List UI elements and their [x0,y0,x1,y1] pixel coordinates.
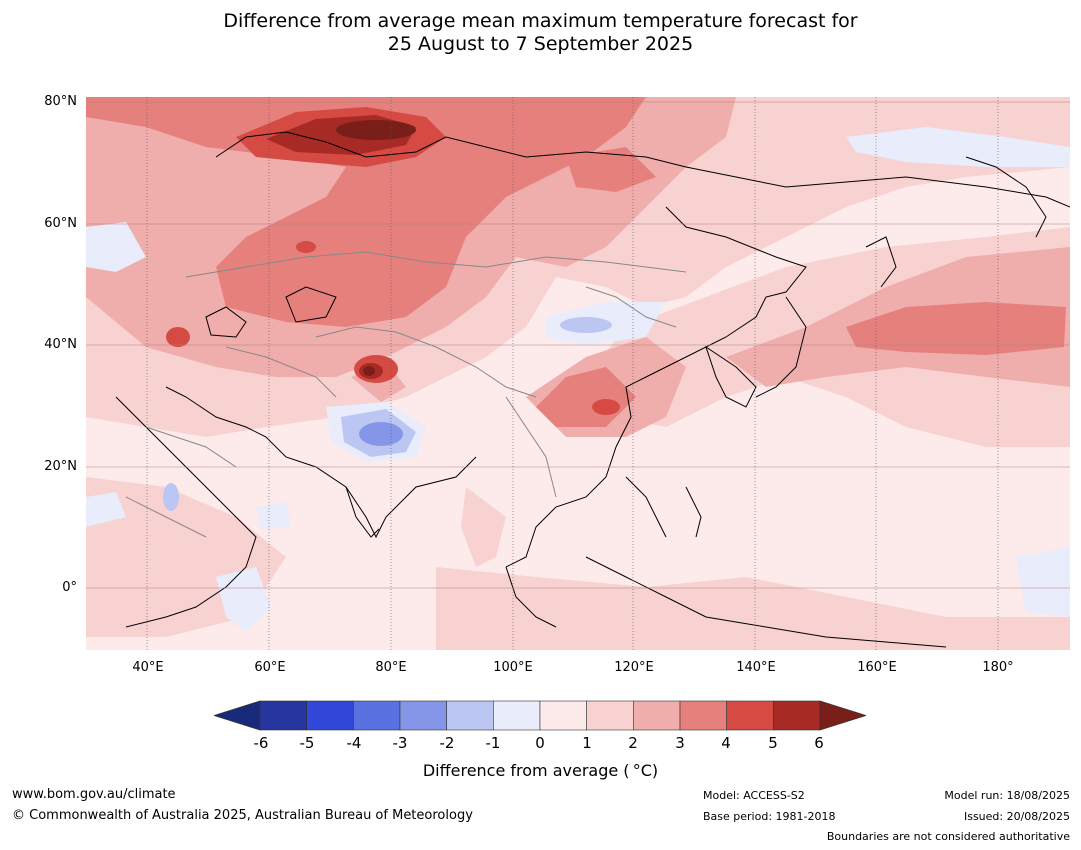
map-title: Difference from average mean maximum tem… [0,10,1081,56]
colorbar-segment [493,700,541,731]
colorbar-segment [306,700,354,731]
coastlines [115,131,1070,648]
anomaly-band-3-4 [86,97,1066,427]
model-text: Model: ACCESS-S2 [703,789,805,802]
latitude-gridlines [86,101,1070,589]
lon-label-60e: 60°E [254,660,286,675]
colorbar-segments [259,700,821,731]
colorbar-segment [446,700,494,731]
lat-label-60n: 60°N [44,216,77,231]
colorbar-segment [399,700,447,731]
colorbar-segment [539,700,587,731]
colorbar-tick: 4 [721,734,731,752]
lon-label-180: 180° [982,660,1014,675]
colorbar-tick: -4 [346,734,362,752]
colorbar-tick: -5 [299,734,315,752]
colorbar-segment [726,700,774,731]
colorbar-under-arrow [214,700,261,731]
colorbar-over-arrow [819,700,866,731]
colorbar-label: Difference from average ( °C) [422,761,659,780]
colorbar-tick: 1 [582,734,592,752]
copyright-text: © Commonwealth of Australia 2025, Austra… [12,808,473,823]
lon-label-40e: 40°E [132,660,164,675]
lat-label-40n: 40°N [44,337,77,352]
lon-label-80e: 80°E [375,660,407,675]
colorbar-tick: 3 [675,734,685,752]
colorbar-tick: 6 [814,734,824,752]
base-period-text: Base period: 1981-2018 [703,810,836,823]
anomaly-above-6 [336,120,416,376]
lon-label-120e: 120°E [614,660,654,675]
colorbar-segment [633,700,681,731]
lon-label-100e: 100°E [493,660,533,675]
country-borders [125,251,687,538]
colorbar-tick: 5 [768,734,778,752]
issued-text: Issued: 20/08/2025 [963,810,1070,823]
lat-label-0: 0° [62,580,77,595]
colorbar-segment [259,700,307,731]
colorbar [214,700,866,731]
website-link[interactable]: www.bom.gov.au/climate [12,787,176,802]
anomaly-band-minus3-minus2 [359,422,403,446]
lat-label-20n: 20°N [44,459,77,474]
colorbar-segment [353,700,401,731]
title-line-1: Difference from average mean maximum tem… [223,10,858,32]
title-line-2: 25 August to 7 September 2025 [387,33,694,55]
colorbar-tick: -1 [485,734,501,752]
map-canvas [86,97,1070,650]
colorbar-tick: 0 [535,734,545,752]
colorbar-segment [586,700,634,731]
disclaimer-text: Boundaries are not considered authoritat… [826,830,1070,843]
colorbar-segment [773,700,821,731]
lat-label-80n: 80°N [44,94,77,109]
forecast-map [86,97,1070,650]
lon-label-140e: 140°E [736,660,776,675]
colorbar-tick: -3 [392,734,408,752]
model-run-text: Model run: 18/08/2025 [944,789,1070,802]
longitude-gridlines [146,97,999,650]
colorbar-tick: 2 [628,734,638,752]
colorbar-segment [679,700,727,731]
lon-label-160e: 160°E [857,660,897,675]
colorbar-tick: -6 [253,734,269,752]
colorbar-tick: -2 [439,734,455,752]
